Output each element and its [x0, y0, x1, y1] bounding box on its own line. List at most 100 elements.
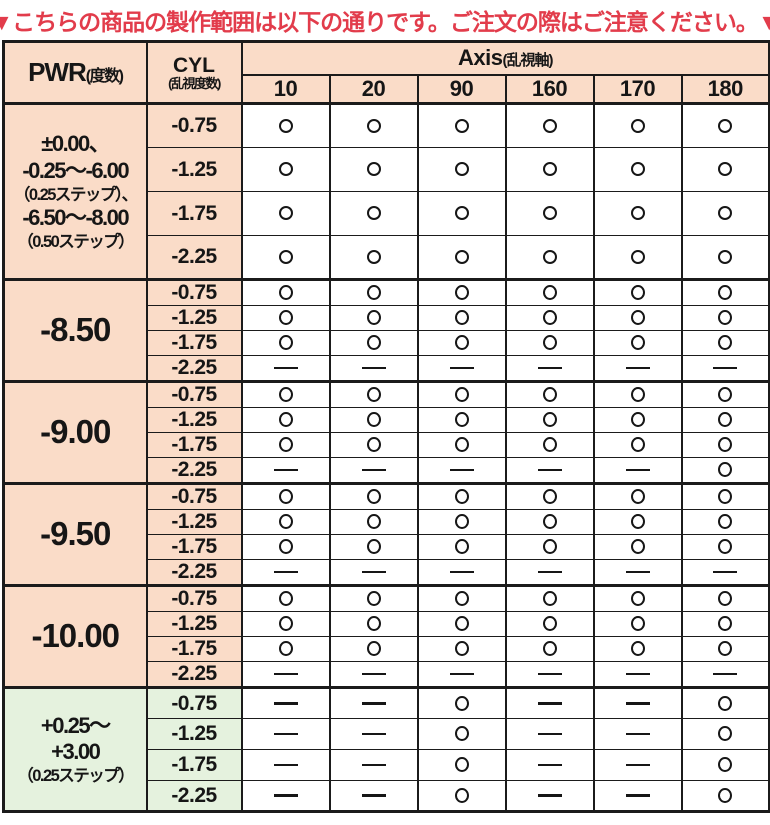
cyl-value: -2.25: [145, 780, 243, 812]
mark-available: [592, 330, 683, 356]
pwr-label-line: （0.25ステップ）: [17, 767, 135, 786]
mark-available: [592, 191, 683, 236]
mark-available: [592, 636, 683, 662]
mark-available: [504, 585, 595, 612]
pwr-header: PWR(度数): [2, 40, 148, 105]
mark-unavailable: [328, 718, 419, 750]
mark-unavailable: [416, 661, 507, 688]
mark-unavailable: [328, 749, 419, 781]
table-row: -1.25: [4, 147, 770, 192]
dash-icon: [449, 672, 474, 676]
circle-icon: [366, 335, 381, 351]
mark-available: [240, 103, 331, 148]
pwr-group: +0.25〜 +3.00 （0.25ステップ） -0.75 -1.25 -1.75 -2.2…: [2, 687, 770, 812]
circle-icon: [366, 616, 381, 632]
mark-available: [240, 636, 331, 662]
mark-available: [240, 191, 331, 236]
circle-icon: [366, 641, 381, 657]
axis-column-10: 10: [240, 73, 331, 105]
circle-icon: [630, 249, 645, 264]
circle-icon: [542, 206, 557, 221]
cyl-value: -1.25: [145, 611, 243, 637]
circle-icon: [366, 387, 381, 403]
circle-icon: [278, 285, 293, 301]
mark-unavailable: [504, 718, 595, 750]
circle-icon: [542, 616, 557, 632]
dash-icon: [361, 732, 386, 736]
mark-available: [680, 235, 770, 280]
pwr-label-line: -10.00: [31, 617, 120, 655]
pwr-label-line: -9.50: [40, 515, 111, 553]
dash-icon: [625, 794, 650, 797]
mark-available: [416, 687, 507, 719]
dash-icon: [273, 366, 298, 370]
circle-icon: [454, 387, 469, 403]
mark-available: [680, 780, 770, 812]
mark-available: [328, 147, 419, 192]
dash-icon: [625, 763, 650, 767]
mark-available: [504, 407, 595, 433]
cyl-value: -2.25: [145, 355, 243, 382]
dash-icon: [273, 763, 298, 767]
pwr-cell: -9.00: [2, 381, 148, 484]
circle-icon: [542, 387, 557, 403]
table-row: -1.75: [4, 636, 770, 662]
circle-icon: [630, 489, 645, 505]
circle-icon: [718, 310, 733, 326]
mark-available: [504, 432, 595, 458]
mark-unavailable: [240, 687, 331, 719]
mark-unavailable: [592, 749, 683, 781]
pwr-cell: +0.25〜 +3.00 （0.25ステップ）: [2, 687, 148, 812]
axis-column-160: 160: [504, 73, 595, 105]
table-row: -2.25: [4, 661, 770, 688]
circle-icon: [366, 206, 381, 221]
table-row: -1.75: [4, 534, 770, 560]
mark-unavailable: [328, 780, 419, 812]
pwr-header-sublabel: (度数): [85, 68, 124, 85]
circle-icon: [542, 437, 557, 453]
circle-icon: [630, 514, 645, 530]
mark-available: [240, 305, 331, 331]
circle-icon: [718, 539, 733, 555]
mark-available: [240, 279, 331, 306]
mark-unavailable: [328, 661, 419, 688]
mark-available: [504, 509, 595, 535]
circle-icon: [454, 616, 469, 632]
mark-available: [416, 611, 507, 637]
cyl-value: -1.25: [145, 509, 243, 535]
mark-unavailable: [240, 559, 331, 586]
mark-available: [680, 330, 770, 356]
mark-available: [592, 483, 683, 510]
circle-icon: [718, 437, 733, 453]
table-row: -2.25: [4, 235, 770, 280]
circle-icon: [454, 787, 469, 803]
mark-available: [680, 687, 770, 719]
pwr-label-line: +0.25〜: [40, 712, 111, 738]
pwr-group: ±0.00、 -0.25〜-6.00 （0.25ステップ）、 -6.50〜-8.00 （…: [2, 103, 770, 280]
mark-unavailable: [592, 559, 683, 586]
mark-available: [416, 636, 507, 662]
axis-header-sublabel: (乱視軸): [502, 52, 554, 70]
mark-unavailable: [504, 559, 595, 586]
mark-available: [504, 147, 595, 192]
circle-icon: [366, 514, 381, 530]
pwr-label-line: -0.25〜-6.00: [22, 157, 129, 183]
circle-icon: [630, 412, 645, 428]
cyl-value: -1.25: [145, 718, 243, 750]
axis-column-90: 90: [416, 73, 507, 105]
cyl-header-sublabel: (乱視度数): [168, 76, 221, 92]
circle-icon: [454, 695, 469, 711]
axis-header-label: Axis: [458, 45, 503, 71]
circle-icon: [718, 162, 733, 177]
mark-available: [328, 305, 419, 331]
circle-icon: [542, 412, 557, 428]
mark-available: [416, 147, 507, 192]
pwr-cell: ±0.00、 -0.25〜-6.00 （0.25ステップ）、 -6.50〜-8.00 （…: [2, 103, 148, 280]
mark-available: [592, 407, 683, 433]
mark-available: [592, 611, 683, 637]
circle-icon: [630, 641, 645, 657]
mark-available: [328, 279, 419, 306]
mark-available: [592, 432, 683, 458]
pwr-label-line: -9.00: [40, 413, 111, 451]
cyl-value: -1.75: [145, 636, 243, 662]
